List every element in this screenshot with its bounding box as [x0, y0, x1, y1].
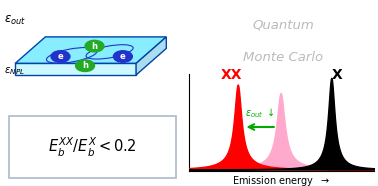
- Circle shape: [51, 51, 70, 62]
- Polygon shape: [15, 37, 166, 63]
- Polygon shape: [15, 63, 136, 75]
- Circle shape: [76, 60, 94, 71]
- Text: e: e: [57, 52, 64, 61]
- X-axis label: Emission energy  $\rightarrow$: Emission energy $\rightarrow$: [232, 174, 331, 186]
- Text: e: e: [120, 52, 126, 61]
- Text: $\varepsilon_{out}$: $\varepsilon_{out}$: [4, 14, 26, 27]
- Text: $\varepsilon_{out}$ $\downarrow$: $\varepsilon_{out}$ $\downarrow$: [245, 106, 275, 120]
- Circle shape: [113, 51, 132, 62]
- Text: h: h: [91, 42, 98, 51]
- Bar: [9, 116, 176, 178]
- Text: XX: XX: [221, 68, 243, 82]
- Text: Monte Carlo: Monte Carlo: [243, 51, 324, 64]
- Text: Quantum: Quantum: [253, 19, 314, 32]
- Circle shape: [85, 40, 104, 52]
- Text: $\varepsilon_{NPL}$: $\varepsilon_{NPL}$: [4, 66, 25, 77]
- Text: h: h: [82, 61, 88, 70]
- Polygon shape: [136, 37, 166, 75]
- Text: X: X: [332, 68, 342, 82]
- Text: $E_b^{XX}/E_b^{X}<0.2$: $E_b^{XX}/E_b^{X}<0.2$: [48, 135, 137, 158]
